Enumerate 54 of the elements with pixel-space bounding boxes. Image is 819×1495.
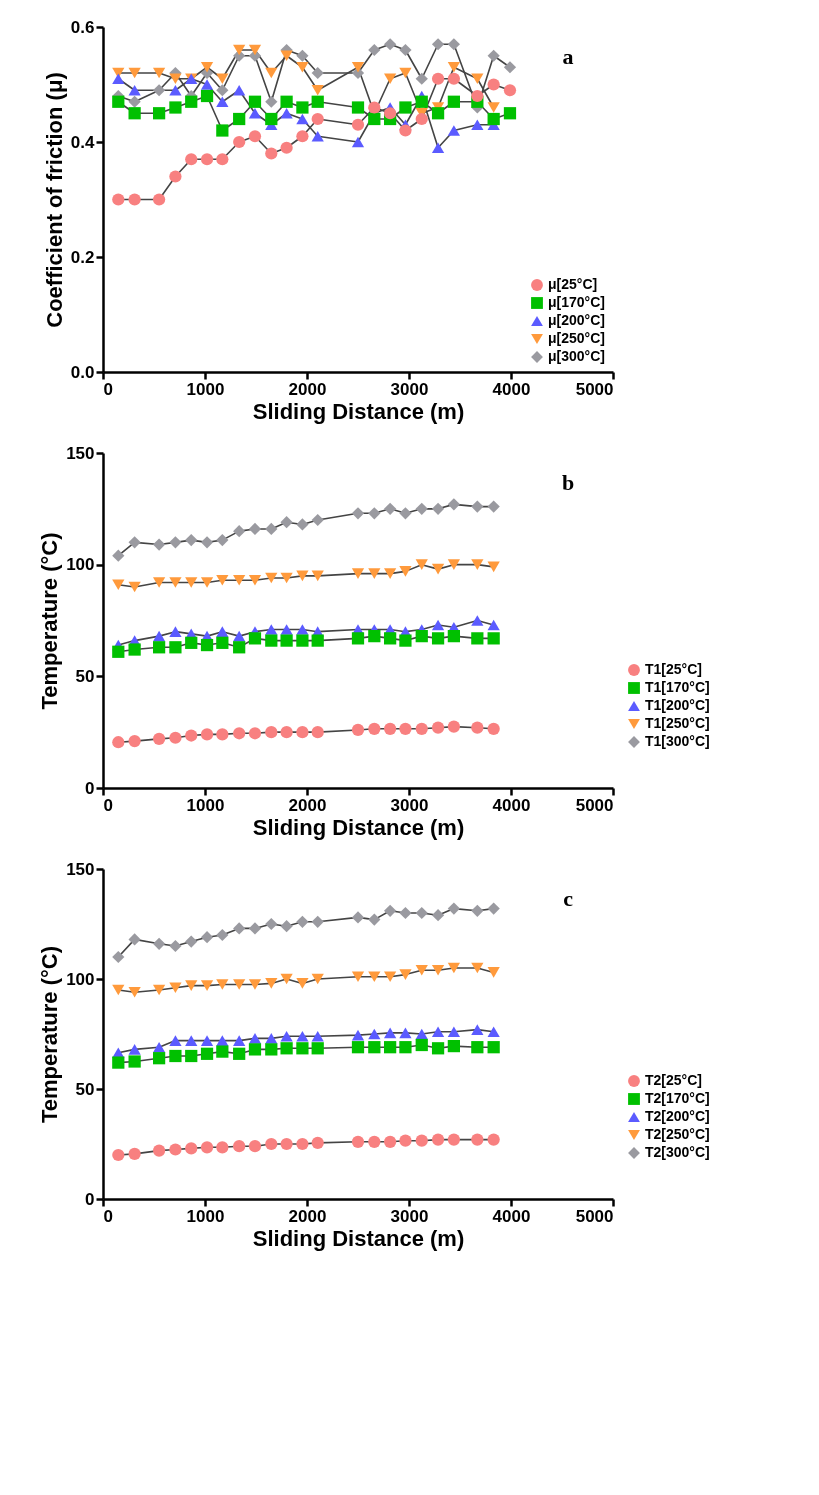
y-axis-title: Temperature (°C) xyxy=(37,945,63,1124)
x-tick-label: 3000 xyxy=(390,1206,429,1226)
x-tick-label: 0 xyxy=(103,795,113,815)
annotation: b xyxy=(561,470,575,495)
x-tick-label: 5000 xyxy=(575,1206,614,1226)
legend-label: T1[250°C] xyxy=(645,715,710,731)
y-tick-label: 0.0 xyxy=(70,362,95,382)
x-tick-label: 4000 xyxy=(492,795,531,815)
legend-label: T1[170°C] xyxy=(645,679,710,695)
x-tick-label: 1000 xyxy=(186,1206,225,1226)
x-tick-label: 5000 xyxy=(575,795,614,815)
legend-label: T2[25°C] xyxy=(645,1072,702,1088)
annotation: c xyxy=(563,886,574,911)
x-tick-label: 5000 xyxy=(575,379,614,399)
legend-label: T1[300°C] xyxy=(645,733,710,749)
x-axis-title: Sliding Distance (m) xyxy=(252,814,465,840)
x-tick-label: 4000 xyxy=(492,1206,531,1226)
x-tick-label: 1000 xyxy=(186,795,225,815)
x-axis-title: Sliding Distance (m) xyxy=(252,1225,465,1251)
x-tick-label: 0 xyxy=(103,379,113,399)
annotation: a xyxy=(562,44,574,69)
legend-label: μ[25°C] xyxy=(548,276,598,292)
x-tick-label: 4000 xyxy=(492,379,531,399)
legend-label: T1[25°C] xyxy=(645,661,702,677)
y-tick-label: 50 xyxy=(75,666,95,686)
y-tick-label: 0 xyxy=(85,778,95,798)
y-tick-label: 150 xyxy=(66,859,95,879)
y-tick-label: 0.4 xyxy=(70,132,96,152)
legend-label: μ[250°C] xyxy=(548,330,605,346)
legend-label: T2[300°C] xyxy=(645,1144,710,1160)
y-tick-label: 100 xyxy=(66,555,95,575)
x-tick-label: 3000 xyxy=(390,379,429,399)
y-axis-title: Coefficient of friction (μ) xyxy=(41,72,67,328)
x-tick-label: 3000 xyxy=(390,795,429,815)
x-tick-label: 2000 xyxy=(288,379,327,399)
y-axis-title: Temperature (°C) xyxy=(37,532,63,710)
y-tick-label: 0 xyxy=(85,1189,95,1209)
legend-label: μ[170°C] xyxy=(548,294,605,310)
y-tick-label: 100 xyxy=(66,969,95,989)
x-axis-title: Sliding Distance (m) xyxy=(252,398,465,424)
legend-label: μ[300°C] xyxy=(548,348,605,364)
legend-label: μ[200°C] xyxy=(548,312,605,328)
legend-label: T2[250°C] xyxy=(645,1126,710,1142)
y-tick-label: 50 xyxy=(75,1079,95,1099)
x-tick-label: 1000 xyxy=(186,379,225,399)
y-tick-label: 0.6 xyxy=(70,17,95,37)
x-tick-label: 0 xyxy=(103,1206,113,1226)
x-tick-label: 2000 xyxy=(288,1206,327,1226)
y-tick-label: 150 xyxy=(66,443,95,463)
legend-label: T2[170°C] xyxy=(645,1090,710,1106)
legend-label: T2[200°C] xyxy=(645,1108,710,1124)
y-tick-label: 0.2 xyxy=(70,247,95,267)
legend-label: T1[200°C] xyxy=(645,697,710,713)
x-tick-label: 2000 xyxy=(288,795,327,815)
